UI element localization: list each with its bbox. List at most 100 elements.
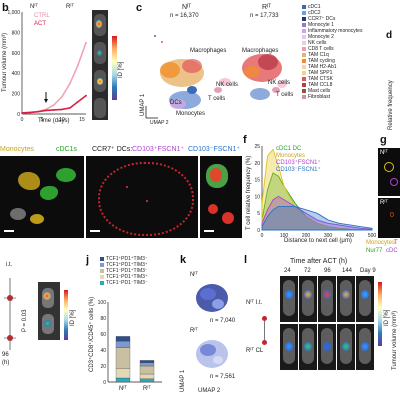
x-tick-label: 5 <box>41 117 44 123</box>
k-bottom-n: n = 7,561 <box>210 374 236 380</box>
legend-text: CD8 T cells <box>308 46 334 52</box>
y-tick-label: 15 <box>254 178 260 184</box>
panel-letter: f <box>243 134 247 146</box>
legend-text: TCF1⁺PD1⁺TIM3⁻ <box>106 256 148 262</box>
stacked-bar-chart: 0 20 40 60 80 100 Nᴵᵀ Rᴵᵀ <box>98 300 162 392</box>
colour-scale-bar <box>112 36 117 100</box>
signal-blob <box>304 342 312 351</box>
legend-entry: TAM H2-Ab1 <box>302 64 368 70</box>
legend-f: cDC1 DC Monocytes CD103⁺FSCN1⁺ CD103⁻FSC… <box>276 146 321 174</box>
umap-axis-2: UMAP 2 <box>150 120 169 126</box>
x-tick-label: Nᴵᵀ <box>119 385 127 392</box>
legend-swatch <box>302 28 306 33</box>
legend-entry: TCF1⁻PD1⁺TIM3⁺ <box>100 274 148 280</box>
y-tick-label: 10 <box>254 194 260 200</box>
legend-text: TCF1⁻PD1⁺TIM3⁻ <box>106 268 148 274</box>
imaging-tile <box>356 276 374 322</box>
legend-swatch <box>302 34 306 39</box>
y-tick-label: 20 <box>254 161 260 167</box>
imaging-tile <box>356 324 374 370</box>
microscopy-left <box>0 156 84 238</box>
imaging-tile <box>337 324 355 370</box>
umap-k-bottom <box>196 340 228 368</box>
mouse-imaging-strip <box>92 10 108 120</box>
legend-text: Mast cells <box>308 88 331 94</box>
umap-axis-2: UMAP 2 <box>198 388 221 394</box>
signal-blob <box>285 290 293 299</box>
legend-text: cDC1 <box>308 4 321 10</box>
legend-entry: NK cells <box>302 40 368 46</box>
data-point <box>77 100 79 103</box>
legend-entry: Monocyte 2 <box>302 34 368 40</box>
legend-item: CD103⁻FSCN1⁺ <box>276 167 321 173</box>
panel-letter: b <box>2 2 9 14</box>
y-tick-label: 80 <box>100 316 106 322</box>
legend-swatch <box>302 94 306 99</box>
legend-nur77: Nur77 <box>366 248 383 254</box>
imaging-tile <box>299 276 317 322</box>
legend-j: TCF1⁺PD1⁺TIM3⁻ TCF1⁺PD1⁺TIM3⁺ TCF1⁻PD1⁺TIM… <box>100 256 148 286</box>
legend-entry: cDC1 <box>302 4 368 10</box>
imaging-tile <box>299 324 317 370</box>
legend-entry: Monocyte 1 <box>302 22 368 28</box>
panel-letter: c <box>136 2 143 14</box>
cluster-label-monocytes: Monocytes <box>176 111 206 117</box>
legend-item: Monocytes <box>276 153 306 159</box>
legend-cdc: cDC <box>386 248 398 254</box>
data-point <box>45 109 47 112</box>
x-tick-label: 0 <box>261 233 264 239</box>
legend-swatch <box>302 82 306 87</box>
legend-swatch <box>302 52 306 57</box>
legend-swatch <box>302 58 306 63</box>
signal-blob <box>323 290 331 299</box>
cluster-label-nk-r: NK cells <box>268 80 291 86</box>
data-point <box>61 95 63 98</box>
legend-entry: TAM cycling <box>302 58 368 64</box>
data-point <box>85 41 87 44</box>
legend-swatch <box>302 4 306 9</box>
cluster-label-nk: NK cells <box>216 82 239 88</box>
legend-entry: TAM CCL8 <box>302 82 368 88</box>
umap-left-n: n = 16,370 <box>170 13 199 19</box>
signal-blob <box>361 290 369 299</box>
bar-segment <box>115 377 131 383</box>
legend-text: TAM CTSK <box>308 76 333 82</box>
bar-segment <box>115 347 131 369</box>
imaging-tile <box>318 324 336 370</box>
legend-entry: TAM C1q <box>302 52 368 58</box>
y-tick-label: 200 <box>12 92 21 98</box>
umap-axis-1: UMAP 1 <box>140 93 146 116</box>
legend-entry: CCR7⁺ DCs <box>302 16 368 22</box>
x-tick-label: Rᴵᵀ <box>143 385 151 392</box>
x-tick-label: 100 <box>280 233 289 239</box>
legend-text: Monocyte 2 <box>308 34 334 40</box>
microscopy-whole-section <box>86 156 198 238</box>
label-nt: Nᴵᵀ <box>380 150 388 156</box>
legend-entry: TAM CTSK <box>302 76 368 82</box>
cluster-label-macrophages-r: Macrophages <box>242 48 279 54</box>
k-bottom-label: Rᴵᵀ <box>190 328 198 334</box>
legend-swatch <box>302 40 306 45</box>
time-144: 144 <box>342 268 353 274</box>
x-tick-label: 500 <box>368 233 376 239</box>
y-axis-label: T cell relative frequency (%) <box>246 155 252 230</box>
panel-letter: k <box>180 254 187 266</box>
y-tick-label: 1,000 <box>7 10 20 16</box>
bar-segment <box>139 373 155 379</box>
title-cd103pos: CD103⁺FSCN1⁺ <box>132 146 185 153</box>
legend-t: T <box>394 240 398 246</box>
legend-text: Fibroblast <box>308 94 330 100</box>
bar-segment <box>115 336 131 342</box>
x-tick-label: 15 <box>79 117 85 123</box>
k-top-n: n = 7,040 <box>210 318 236 324</box>
legend-swatch <box>100 256 104 261</box>
umap-left-title: Nᴵᵀ <box>182 4 192 11</box>
y-axis-label: CD3⁺CD8⁺/CD45⁺ cells (%) <box>89 296 95 372</box>
x-tick: 96 <box>2 352 9 358</box>
legend-text: TAM SPP1 <box>308 70 333 76</box>
bar-segment <box>139 378 155 383</box>
signal-blob <box>361 342 369 351</box>
legend-item: CD103⁺FSCN1⁺ <box>276 160 321 166</box>
legend-swatch <box>100 268 104 273</box>
umap-axis-1: UMAP 1 <box>180 369 186 392</box>
